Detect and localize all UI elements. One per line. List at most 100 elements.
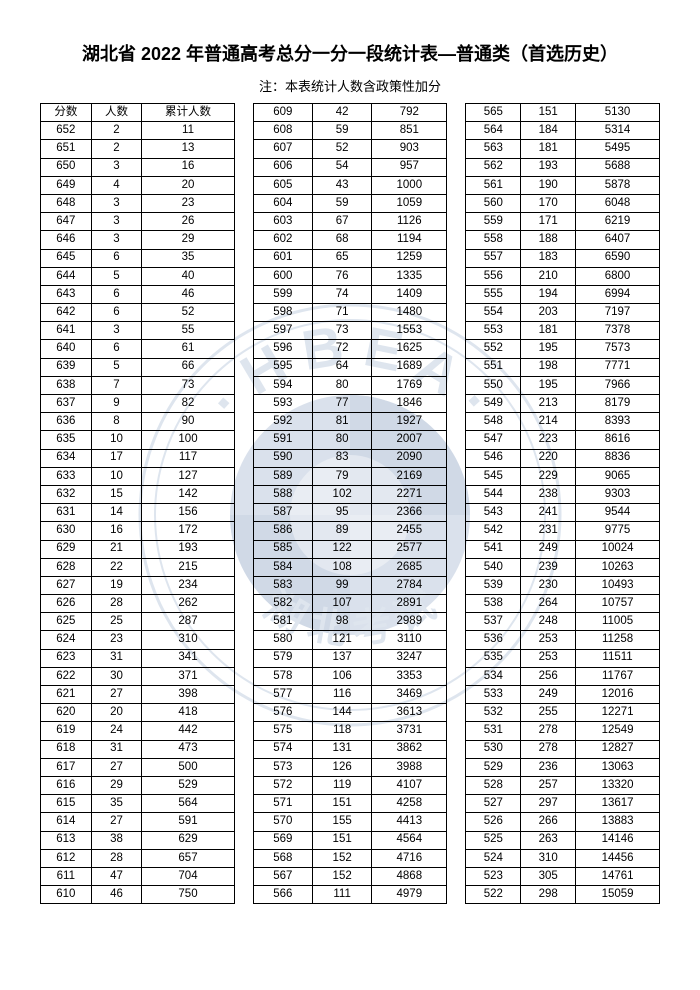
table-row: 52229815059 bbox=[466, 886, 660, 904]
score-column-1: 分数人数累计人数65221165121365031664942064832364… bbox=[40, 103, 235, 904]
cell: 611 bbox=[41, 867, 92, 885]
cell: 3469 bbox=[372, 686, 447, 704]
cell: 565 bbox=[466, 104, 521, 122]
cell: 24 bbox=[91, 722, 142, 740]
cell: 11258 bbox=[576, 631, 660, 649]
cell: 118 bbox=[312, 722, 371, 740]
table-row: 53324912016 bbox=[466, 686, 660, 704]
cell: 278 bbox=[521, 722, 576, 740]
cell: 557 bbox=[466, 249, 521, 267]
cell: 10024 bbox=[576, 540, 660, 558]
table-row: 5701554413 bbox=[253, 813, 447, 831]
table-row: 637982 bbox=[41, 395, 235, 413]
cell: 624 bbox=[41, 631, 92, 649]
cell: 9 bbox=[91, 395, 142, 413]
table-row: 5641845314 bbox=[466, 122, 660, 140]
table-row: 63310127 bbox=[41, 467, 235, 485]
cell: 1689 bbox=[372, 358, 447, 376]
cell: 7771 bbox=[576, 358, 660, 376]
table-row: 5881022271 bbox=[253, 485, 447, 503]
cell: 29 bbox=[91, 776, 142, 794]
table-row: 61831473 bbox=[41, 740, 235, 758]
cell: 613 bbox=[41, 831, 92, 849]
cell: 500 bbox=[142, 758, 234, 776]
cell: 1409 bbox=[372, 285, 447, 303]
table-row: 5591716219 bbox=[466, 213, 660, 231]
cell: 641 bbox=[41, 322, 92, 340]
table-row: 63417117 bbox=[41, 449, 235, 467]
cell: 6590 bbox=[576, 249, 660, 267]
cell: 591 bbox=[253, 431, 312, 449]
cell: 1480 bbox=[372, 304, 447, 322]
table-row: 5681524716 bbox=[253, 849, 447, 867]
cell: 1335 bbox=[372, 267, 447, 285]
cell: 563 bbox=[466, 140, 521, 158]
cell: 649 bbox=[41, 176, 92, 194]
table-row: 52330514761 bbox=[466, 867, 660, 885]
cell: 567 bbox=[253, 867, 312, 885]
cell: 619 bbox=[41, 722, 92, 740]
cell: 628 bbox=[41, 558, 92, 576]
cell: 583 bbox=[253, 576, 312, 594]
table-row: 60942792 bbox=[253, 104, 447, 122]
cell: 121 bbox=[312, 631, 371, 649]
cell: 3247 bbox=[372, 649, 447, 667]
cell: 170 bbox=[521, 194, 576, 212]
cell: 17 bbox=[91, 449, 142, 467]
cell: 13320 bbox=[576, 776, 660, 794]
cell: 523 bbox=[466, 867, 521, 885]
table-row: 63114156 bbox=[41, 504, 235, 522]
cell: 54 bbox=[312, 158, 371, 176]
cell: 558 bbox=[466, 231, 521, 249]
cell: 111 bbox=[312, 886, 371, 904]
cell: 13617 bbox=[576, 795, 660, 813]
table-row: 5741313862 bbox=[253, 740, 447, 758]
cell: 28 bbox=[91, 595, 142, 613]
cell: 31 bbox=[91, 649, 142, 667]
cell: 263 bbox=[521, 831, 576, 849]
cell: 142 bbox=[142, 485, 234, 503]
cell: 588 bbox=[253, 485, 312, 503]
table-row: 5821072891 bbox=[253, 595, 447, 613]
cell: 535 bbox=[466, 649, 521, 667]
cell: 42 bbox=[312, 104, 371, 122]
cell: 957 bbox=[372, 158, 447, 176]
cell: 609 bbox=[253, 104, 312, 122]
cell: 9303 bbox=[576, 485, 660, 503]
cell: 68 bbox=[312, 231, 371, 249]
cell: 249 bbox=[521, 686, 576, 704]
cell: 52 bbox=[312, 140, 371, 158]
cell: 74 bbox=[312, 285, 371, 303]
table-row: 581982989 bbox=[253, 613, 447, 631]
table-row: 586892455 bbox=[253, 522, 447, 540]
cell: 1126 bbox=[372, 213, 447, 231]
cell: 2685 bbox=[372, 558, 447, 576]
cell: 107 bbox=[312, 595, 371, 613]
cell: 27 bbox=[91, 758, 142, 776]
table-row: 61338629 bbox=[41, 831, 235, 849]
cell: 28 bbox=[91, 849, 142, 867]
cell: 2271 bbox=[372, 485, 447, 503]
cell: 582 bbox=[253, 595, 312, 613]
cell: 155 bbox=[312, 813, 371, 831]
cell: 80 bbox=[312, 431, 371, 449]
cell: 580 bbox=[253, 631, 312, 649]
cell: 572 bbox=[253, 776, 312, 794]
cell: 172 bbox=[142, 522, 234, 540]
cell: 6800 bbox=[576, 267, 660, 285]
table-row: 52626613883 bbox=[466, 813, 660, 831]
cell: 607 bbox=[253, 140, 312, 158]
table-row: 604591059 bbox=[253, 194, 447, 212]
cell: 903 bbox=[372, 140, 447, 158]
cell: 3 bbox=[91, 213, 142, 231]
table-row: 5851222577 bbox=[253, 540, 447, 558]
cell: 533 bbox=[466, 686, 521, 704]
cell: 256 bbox=[521, 667, 576, 685]
cell: 630 bbox=[41, 522, 92, 540]
cell: 542 bbox=[466, 522, 521, 540]
cell: 566 bbox=[253, 886, 312, 904]
cell: 193 bbox=[142, 540, 234, 558]
cell: 5495 bbox=[576, 140, 660, 158]
cell: 236 bbox=[521, 758, 576, 776]
cell: 608 bbox=[253, 122, 312, 140]
